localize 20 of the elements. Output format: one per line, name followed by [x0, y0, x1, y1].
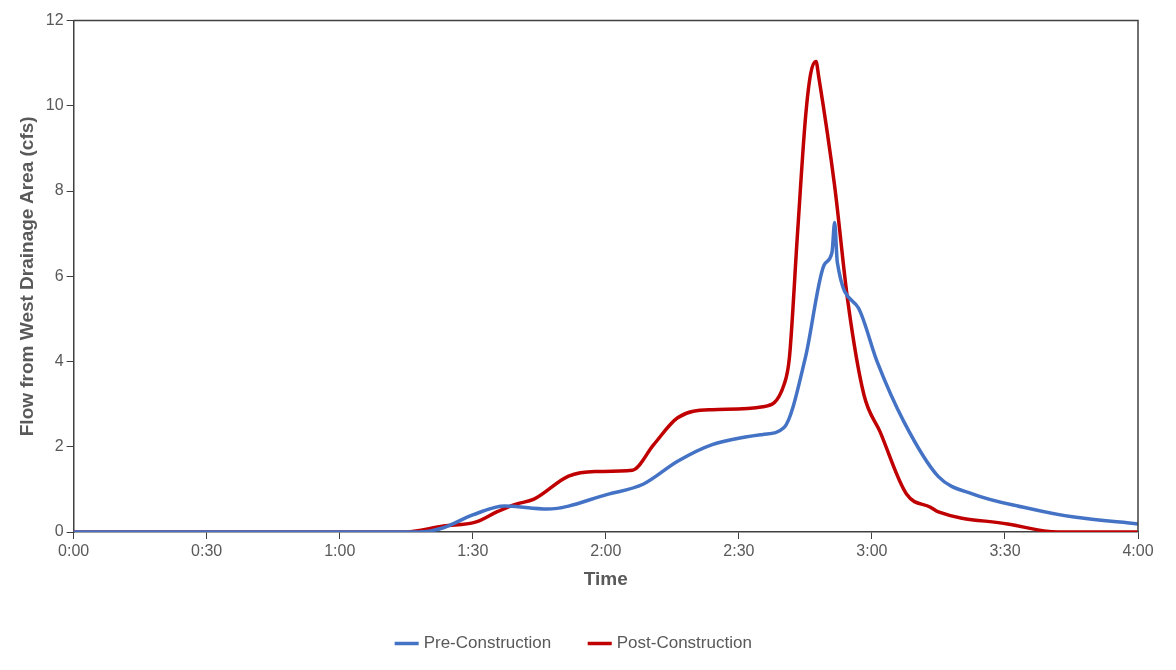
- x-tick-label: 4:00: [1122, 542, 1154, 560]
- y-tick-label: 4: [54, 351, 64, 369]
- x-tick-label: 1:00: [324, 542, 356, 560]
- x-tick-label: 0:30: [191, 542, 223, 560]
- x-tick-label: 0:00: [58, 542, 90, 560]
- y-tick-label: 10: [45, 96, 64, 114]
- legend-label: Post-Construction: [616, 633, 752, 653]
- x-tick-label: 1:30: [457, 542, 489, 560]
- legend-label: Pre-Construction: [423, 633, 552, 653]
- x-tick-label: 2:30: [723, 542, 755, 560]
- y-tick-label: 8: [54, 181, 64, 199]
- x-axis-title: Time: [583, 567, 628, 589]
- x-tick-label: 2:00: [590, 542, 622, 560]
- x-tick-label: 3:30: [989, 542, 1021, 560]
- y-tick-label: 0: [54, 522, 64, 540]
- y-axis-title: Flow from West Drainage Area (cfs): [15, 116, 37, 437]
- y-tick-label: 2: [54, 437, 64, 455]
- y-tick-label: 12: [45, 11, 64, 29]
- x-tick-label: 3:00: [856, 542, 888, 560]
- y-tick-label: 6: [54, 266, 64, 284]
